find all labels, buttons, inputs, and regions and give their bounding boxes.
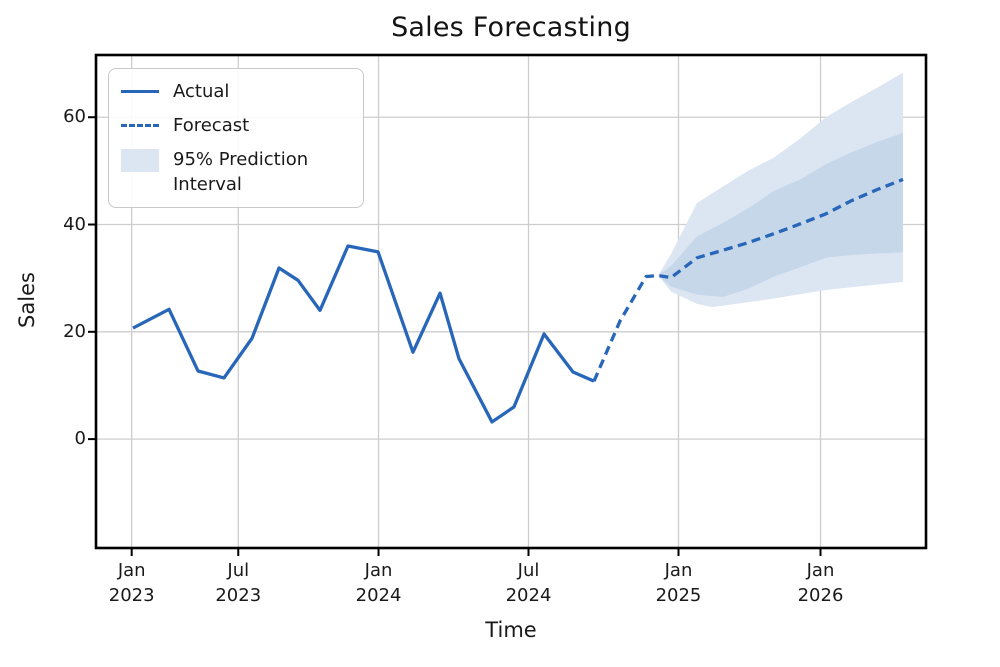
actual-series-line	[132, 244, 595, 424]
forecast-line-swatch	[121, 124, 159, 127]
prediction-bands	[657, 72, 904, 308]
prediction-band-inner	[657, 132, 904, 297]
x-tick-month: Jul	[517, 560, 540, 581]
x-tick-year: 2023	[215, 585, 262, 606]
legend-label-forecast: Forecast	[173, 115, 250, 136]
x-tick-year: 2024	[355, 585, 402, 606]
y-tick-label: 20	[63, 320, 86, 342]
x-tick-month: Jan	[364, 560, 393, 581]
legend-item-forecast: Forecast	[121, 113, 349, 138]
x-tick-year: 2026	[797, 585, 844, 606]
y-tick-label: 60	[63, 106, 86, 128]
y-axis-label: Sales	[15, 272, 39, 328]
x-tick-label: Jan 2023	[87, 558, 177, 608]
x-tick-label: Jul 2024	[484, 558, 574, 608]
y-tick-label: 40	[63, 213, 86, 235]
x-tick-label: Jan 2024	[334, 558, 424, 608]
x-tick-month: Jan	[117, 560, 146, 581]
legend-label-interval: 95% Prediction Interval	[173, 149, 309, 195]
x-tick-month: Jan	[664, 560, 693, 581]
plot-frame	[94, 53, 928, 550]
x-axis-label: Time	[485, 618, 537, 642]
forecast-series-line	[592, 177, 904, 382]
legend-item-interval: 95% Prediction Interval	[121, 147, 349, 197]
interval-patch-swatch	[121, 149, 159, 172]
x-tick-year: 2025	[655, 585, 702, 606]
x-tick-month: Jul	[227, 560, 250, 581]
x-tick-month: Jan	[806, 560, 835, 581]
actual-line-swatch	[121, 90, 159, 93]
x-tick-label: Jan 2026	[776, 558, 866, 608]
legend: Actual Forecast 95% Prediction Interval	[108, 68, 364, 208]
axis-tick-marks	[88, 116, 822, 556]
x-tick-label: Jan 2025	[633, 558, 723, 608]
legend-item-actual: Actual	[121, 79, 349, 104]
x-tick-year: 2024	[505, 585, 552, 606]
chart-title: Sales Forecasting	[391, 12, 631, 43]
legend-label-actual: Actual	[173, 81, 230, 102]
x-tick-year: 2023	[108, 585, 155, 606]
y-tick-label: 0	[74, 428, 86, 450]
x-tick-label: Jul 2023	[193, 558, 283, 608]
